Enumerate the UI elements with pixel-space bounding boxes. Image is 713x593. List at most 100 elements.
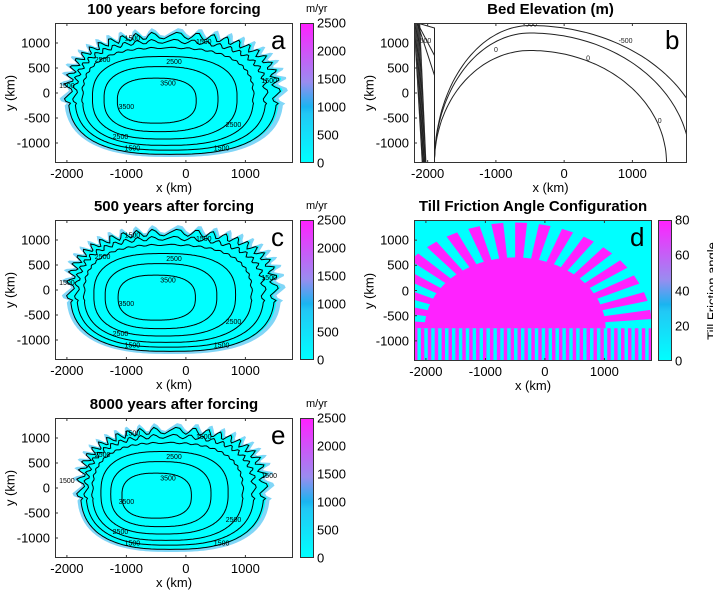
colorbar-tick-label: 20 [675,318,690,334]
y-tick-label: 500 [28,60,50,76]
y-tick-label: 1000 [21,35,50,51]
contour-label: 1500 [214,146,230,153]
vertical-stripe [517,328,521,361]
contour-label: 1500 [125,343,141,350]
contour-label: 1500 [196,39,212,46]
colorbar-tick-label: 500 [317,522,339,538]
y-tick-label: -500 [23,505,50,521]
contour-label: 2500 [166,454,182,461]
y-tick-label: 0 [42,480,50,496]
contour-label: 1500 [261,473,277,480]
panel-title-e: 8000 years after forcing [89,396,259,413]
contour-label: 1500 [261,275,277,282]
contour-label: 1500 [59,280,75,287]
contour-label: 1500 [59,83,75,90]
x-tick-label: 0 [541,364,549,379]
colorbar-e [300,418,314,558]
vertical-stripe [420,328,425,361]
panel-title-c: 500 years after forcing [93,198,255,215]
panel-title-d: Till Friction Angle Configuration [418,198,648,215]
vertical-stripe [579,328,584,361]
y-tick-label: 1000 [21,232,50,248]
vertical-stripe [476,328,480,361]
vertical-stripe [627,328,632,361]
y-axis-label: y (km) [2,74,18,112]
y-tick-label: 1000 [380,232,409,248]
steep-bed-contour [416,23,425,163]
contour-label: 3500 [160,81,176,88]
contour-label: 3500 [160,476,176,483]
thickness-contour [81,46,255,146]
contour-label: 1500 [125,431,141,438]
vertical-stripe [434,328,439,361]
colorbar-tick-label: 1000 [317,494,346,510]
vertical-stripe [593,328,597,361]
plot-area-b: -500 -500 -500 0 0 0 [414,23,687,163]
contour-label: 1500 [196,434,212,441]
colorbar-tick-label: 2000 [317,43,346,59]
panel-title-a: 100 years before forcing [87,1,261,18]
colorbar-c [300,220,314,360]
thickness-contour [116,77,197,124]
vertical-stripe [545,328,549,361]
contour-label: 1500 [261,78,277,85]
colorbar-tick-label: 2000 [317,240,346,256]
thickness-contour [82,243,253,343]
colorbar-unit: m/yr [306,200,328,212]
y-tick-label: -1000 [375,135,409,151]
vertical-stripe [524,328,528,361]
contour-minus500-outer-left [417,23,531,163]
contour-label: 2500 [226,319,242,326]
x-tick-label: 0 [560,166,568,181]
colorbar-unit: m/yr [306,398,328,410]
thickness-contour [75,426,269,550]
colorbar-tick-label: 0 [317,550,325,566]
contour-label: 2500 [113,529,129,536]
contour-label: 2500 [226,122,242,129]
steep-bed-contour [419,23,427,163]
contour-label: 3500 [119,499,135,506]
contour-label: -500 [417,38,431,45]
panel-letter-d: d [630,222,645,252]
contour-label: 1500 [125,146,141,153]
thickness-contour [83,433,257,546]
contour-0 [530,50,667,163]
vertical-stripe [600,328,604,361]
y-tick-label: 0 [42,282,50,298]
vertical-stripe [621,328,625,361]
contour-label: 2500 [95,452,111,459]
vertical-stripe [489,328,494,361]
colorbar-tick-label: 1000 [317,296,346,312]
x-tick-label: 1000 [589,364,619,379]
colorbar-tick-label: 1500 [317,466,346,482]
contour-label: 2500 [113,134,129,141]
colorbar-a [300,23,314,163]
vertical-stripe [558,328,563,361]
colorbar-tick-label: 60 [675,247,690,263]
thickness-contour [63,31,282,155]
x-tick-label: -2000 [411,166,445,181]
colorbar-tick-label: 0 [675,353,683,369]
x-tick-label: -2000 [50,561,84,576]
thickness-contour [121,472,192,519]
vertical-stripe [648,328,652,361]
colorbar-tick-label: 500 [317,127,339,143]
y-tick-label: -1000 [16,135,50,151]
thickness-contour [72,38,269,151]
vertical-stripe [634,328,639,361]
colorbar-tick-label: 1000 [317,99,346,115]
contour-minus500-inner [530,32,687,139]
x-axis-label: x (km) [155,377,193,392]
thickness-contour [65,228,279,352]
contour-label: 1500 [196,236,212,243]
contour-label: 2500 [166,59,182,66]
y-tick-label: -1000 [375,333,409,349]
x-tick-label: 1000 [617,166,647,181]
panel-title-b: Bed Elevation (m) [487,1,614,18]
contour-label: 1500 [214,343,230,350]
y-tick-label: -1000 [16,530,50,546]
vertical-stripe [496,328,501,361]
x-tick-label: -2000 [50,363,84,378]
colorbar-tick-label: 2500 [317,15,346,31]
contour-label: 2500 [95,254,111,261]
